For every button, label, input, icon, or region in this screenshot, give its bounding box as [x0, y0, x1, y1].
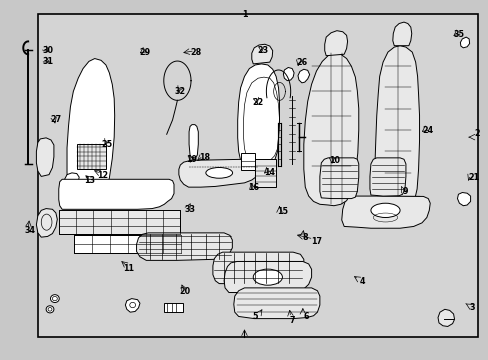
Text: 18: 18 — [199, 153, 210, 162]
Polygon shape — [251, 44, 272, 64]
Polygon shape — [374, 46, 419, 206]
Ellipse shape — [205, 167, 232, 178]
Bar — [77, 144, 106, 169]
Bar — [255, 158, 275, 187]
Polygon shape — [369, 158, 405, 196]
Text: 29: 29 — [139, 48, 150, 57]
Text: 5: 5 — [252, 312, 257, 321]
Text: 19: 19 — [186, 155, 197, 164]
Polygon shape — [297, 69, 309, 83]
Text: 32: 32 — [174, 87, 185, 96]
Text: 28: 28 — [190, 48, 201, 57]
Text: 17: 17 — [310, 237, 321, 246]
Bar — [164, 303, 183, 312]
Polygon shape — [136, 233, 232, 260]
Text: 3: 3 — [468, 303, 474, 312]
Text: 22: 22 — [252, 98, 263, 107]
Polygon shape — [36, 208, 57, 237]
Text: 35: 35 — [453, 30, 464, 39]
Text: 4: 4 — [359, 277, 364, 286]
Polygon shape — [36, 138, 54, 176]
Polygon shape — [67, 59, 115, 208]
FancyBboxPatch shape — [38, 14, 477, 337]
Text: 2: 2 — [473, 129, 479, 138]
Text: 21: 21 — [468, 173, 479, 182]
Text: 24: 24 — [422, 126, 433, 135]
Text: 16: 16 — [247, 183, 258, 192]
Bar — [74, 235, 181, 253]
Polygon shape — [457, 193, 469, 206]
Text: 23: 23 — [257, 46, 268, 55]
Polygon shape — [437, 309, 454, 327]
Polygon shape — [224, 261, 311, 293]
Bar — [240, 153, 255, 170]
Polygon shape — [212, 252, 303, 284]
Polygon shape — [303, 53, 358, 206]
Ellipse shape — [253, 269, 282, 285]
Polygon shape — [237, 64, 279, 167]
Polygon shape — [189, 125, 198, 158]
Text: 11: 11 — [123, 264, 134, 273]
Text: 27: 27 — [50, 116, 61, 125]
Polygon shape — [179, 159, 259, 187]
Text: 13: 13 — [84, 176, 95, 185]
Text: 30: 30 — [42, 46, 53, 55]
Text: 15: 15 — [276, 207, 287, 216]
Polygon shape — [64, 173, 79, 187]
Polygon shape — [125, 298, 140, 312]
Text: 12: 12 — [97, 171, 108, 180]
Polygon shape — [459, 37, 468, 48]
Text: 33: 33 — [184, 205, 195, 214]
Polygon shape — [59, 179, 174, 209]
Text: 14: 14 — [264, 168, 275, 177]
Bar — [59, 210, 180, 234]
Text: 10: 10 — [328, 156, 339, 165]
Text: 26: 26 — [296, 58, 307, 67]
Polygon shape — [392, 22, 411, 46]
Polygon shape — [319, 158, 358, 199]
Text: 34: 34 — [24, 226, 35, 235]
Text: 1: 1 — [241, 10, 247, 19]
Polygon shape — [283, 67, 293, 81]
Text: 20: 20 — [179, 287, 190, 296]
Polygon shape — [341, 196, 429, 228]
Polygon shape — [324, 31, 347, 56]
Text: 8: 8 — [303, 233, 308, 242]
Polygon shape — [374, 197, 423, 213]
Text: 6: 6 — [303, 312, 308, 321]
Ellipse shape — [370, 203, 399, 217]
Text: 31: 31 — [42, 57, 53, 66]
Text: 7: 7 — [289, 315, 294, 324]
Ellipse shape — [50, 295, 59, 302]
Ellipse shape — [46, 306, 54, 313]
Polygon shape — [233, 288, 319, 319]
Text: 25: 25 — [102, 140, 113, 149]
Text: 9: 9 — [402, 187, 407, 196]
